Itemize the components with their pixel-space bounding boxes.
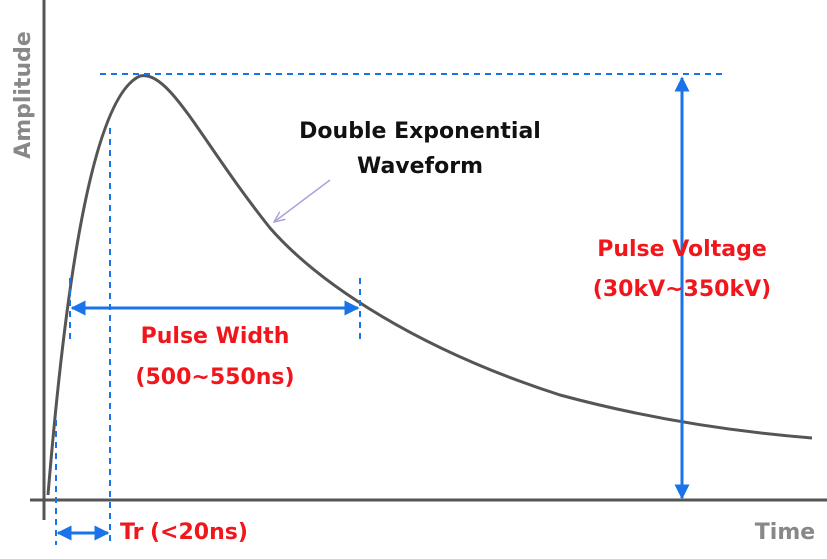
pulse-width-range: (500~550ns) <box>135 365 294 390</box>
waveform-label: Double Exponential <box>299 119 541 144</box>
rise-time-label: Tr <box>120 520 144 545</box>
waveform-curve <box>46 74 813 496</box>
pulse-voltage-range: (30kV~350kV) <box>593 277 771 302</box>
waveform-label: Waveform <box>357 154 483 179</box>
label-pointer <box>274 179 331 222</box>
pulse-width-label: Pulse Width <box>141 324 290 349</box>
y-axis-label: Amplitude <box>11 31 36 159</box>
pulse-voltage-label: Pulse Voltage <box>597 237 767 262</box>
x-axis-label: Time <box>755 520 815 545</box>
rise-time-range: (<20ns) <box>150 520 248 545</box>
